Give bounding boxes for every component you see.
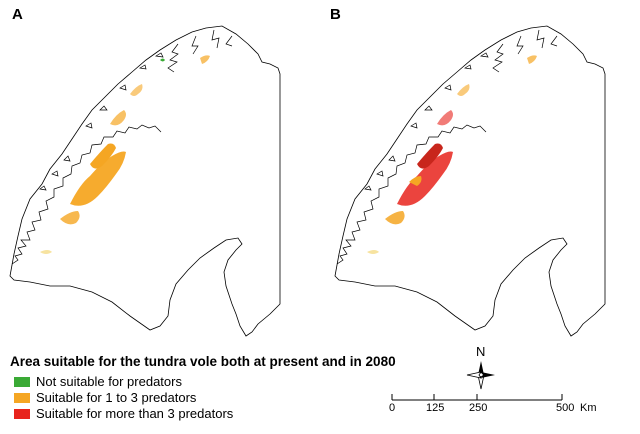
north-label: N <box>476 344 486 359</box>
maps-figure <box>9 25 606 337</box>
scale-bar <box>391 394 563 401</box>
habitat-layer-a <box>40 55 210 254</box>
legend-swatch-orange <box>14 392 30 403</box>
legend-label: Suitable for more than 3 predators <box>36 406 234 421</box>
legend-label: Not suitable for predators <box>36 374 182 389</box>
legend-label: Suitable for 1 to 3 predators <box>36 390 197 405</box>
panel-label-b: B <box>330 6 341 23</box>
compass-icon <box>466 361 495 390</box>
scale-unit: Km <box>580 402 597 414</box>
map-outline-a <box>9 25 281 337</box>
scale-tick-0: 0 <box>389 402 396 414</box>
legend-swatch-red <box>14 408 30 419</box>
panel-label-a: A <box>12 6 23 23</box>
scale-tick-125: 125 <box>426 402 445 414</box>
scale-tick-250: 250 <box>469 402 488 414</box>
habitat-layer-b <box>367 55 537 254</box>
legend-swatch-green <box>14 376 30 387</box>
legend-item-more-than-3: Suitable for more than 3 predators <box>14 406 233 421</box>
legend-item-not-suitable: Not suitable for predators <box>14 374 182 389</box>
legend-item-1-to-3: Suitable for 1 to 3 predators <box>14 390 196 405</box>
scale-tick-500: 500 <box>556 402 575 414</box>
legend-title: Area suitable for the tundra vole both a… <box>10 354 396 369</box>
map-outline-b <box>334 25 606 337</box>
